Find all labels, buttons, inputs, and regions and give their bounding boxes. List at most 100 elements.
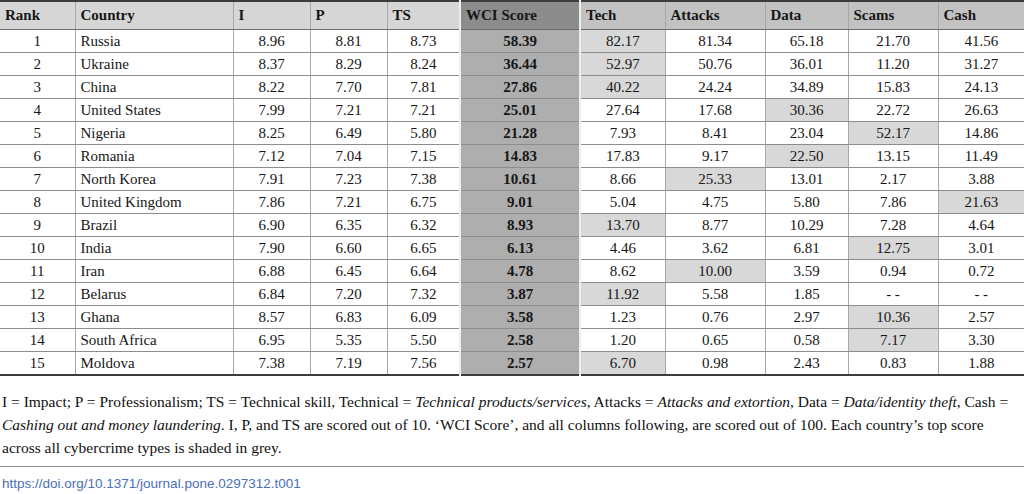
cell-attacks: 81.34 (665, 29, 765, 52)
cell-p: 6.45 (310, 259, 387, 282)
cell-p: 6.49 (310, 121, 387, 144)
column-header-p: P (310, 1, 387, 29)
cell-wci: 6.13 (460, 236, 580, 259)
cell-wci: 25.01 (460, 98, 580, 121)
cell-i: 7.12 (233, 144, 310, 167)
cell-country: Moldova (75, 351, 233, 375)
cell-country: Iran (75, 259, 233, 282)
cell-ts: 7.32 (387, 282, 460, 305)
cell-wci: 58.39 (460, 29, 580, 52)
table-row: 3China8.227.707.8127.8640.2224.2434.8915… (0, 75, 1024, 98)
cell-data: 34.89 (765, 75, 848, 98)
cell-wci: 3.87 (460, 282, 580, 305)
cell-i: 8.57 (233, 305, 310, 328)
table-row: 8United Kingdom7.867.216.759.015.044.755… (0, 190, 1024, 213)
cell-ts: 8.24 (387, 52, 460, 75)
cell-rank: 1 (0, 29, 75, 52)
header-row: RankCountryIPTSWCI ScoreTechAttacksDataS… (0, 1, 1024, 29)
cell-country: South Africa (75, 328, 233, 351)
cell-scams: 2.17 (848, 167, 938, 190)
cell-p: 7.70 (310, 75, 387, 98)
cell-tech: 4.46 (580, 236, 665, 259)
table-row: 11Iran6.886.456.644.788.6210.003.590.940… (0, 259, 1024, 282)
cell-data: 36.01 (765, 52, 848, 75)
cell-wci: 10.61 (460, 167, 580, 190)
cell-rank: 10 (0, 236, 75, 259)
cell-country: United States (75, 98, 233, 121)
cell-wci: 3.58 (460, 305, 580, 328)
cell-cash: 0.72 (938, 259, 1024, 282)
cell-ts: 6.65 (387, 236, 460, 259)
cell-tech: 5.04 (580, 190, 665, 213)
cell-scams: 11.20 (848, 52, 938, 75)
cell-data: 2.97 (765, 305, 848, 328)
cell-cash: 31.27 (938, 52, 1024, 75)
cell-cash: 3.88 (938, 167, 1024, 190)
cell-scams: 15.83 (848, 75, 938, 98)
footnote-segment: I = Impact; P = Professionalism; TS = Te… (2, 393, 415, 410)
cell-rank: 5 (0, 121, 75, 144)
cell-i: 7.86 (233, 190, 310, 213)
cell-rank: 14 (0, 328, 75, 351)
cell-attacks: 4.75 (665, 190, 765, 213)
cell-tech: 13.70 (580, 213, 665, 236)
cell-tech: 52.97 (580, 52, 665, 75)
cell-rank: 2 (0, 52, 75, 75)
table-row: 4United States7.997.217.2125.0127.6417.6… (0, 98, 1024, 121)
cell-data: 13.01 (765, 167, 848, 190)
cell-wci: 2.57 (460, 351, 580, 375)
cell-wci: 4.78 (460, 259, 580, 282)
cell-cash: 4.64 (938, 213, 1024, 236)
cell-scams: 0.83 (848, 351, 938, 375)
column-header-cash: Cash (938, 1, 1024, 29)
cell-cash: 3.30 (938, 328, 1024, 351)
table-row: 10India7.906.606.656.134.463.626.8112.75… (0, 236, 1024, 259)
cell-i: 8.37 (233, 52, 310, 75)
table-row: 14South Africa6.955.355.502.581.200.650.… (0, 328, 1024, 351)
column-header-attacks: Attacks (665, 1, 765, 29)
cell-attacks: 24.24 (665, 75, 765, 98)
cell-wci: 9.01 (460, 190, 580, 213)
column-header-tech: Tech (580, 1, 665, 29)
cell-data: 65.18 (765, 29, 848, 52)
cell-p: 6.35 (310, 213, 387, 236)
column-header-country: Country (75, 1, 233, 29)
cell-ts: 8.73 (387, 29, 460, 52)
cell-i: 6.84 (233, 282, 310, 305)
cell-rank: 9 (0, 213, 75, 236)
cell-scams: 52.17 (848, 121, 938, 144)
cell-ts: 6.32 (387, 213, 460, 236)
column-header-scams: Scams (848, 1, 938, 29)
cell-scams: 12.75 (848, 236, 938, 259)
cell-scams: 21.70 (848, 29, 938, 52)
footnote-segment: , Data = (790, 393, 844, 410)
doi-link[interactable]: https://doi.org/10.1371/journal.pone.029… (2, 476, 301, 491)
footnote: I = Impact; P = Professionalism; TS = Te… (2, 390, 1022, 459)
cell-p: 7.21 (310, 190, 387, 213)
wci-index-table: RankCountryIPTSWCI ScoreTechAttacksDataS… (0, 0, 1024, 376)
cell-scams: 7.28 (848, 213, 938, 236)
footnote-segment: , Cash = (957, 393, 1008, 410)
cell-tech: 1.23 (580, 305, 665, 328)
cell-data: 0.58 (765, 328, 848, 351)
cell-ts: 7.56 (387, 351, 460, 375)
cell-i: 7.91 (233, 167, 310, 190)
cell-rank: 12 (0, 282, 75, 305)
cell-cash: 14.86 (938, 121, 1024, 144)
cell-rank: 15 (0, 351, 75, 375)
cell-p: 6.83 (310, 305, 387, 328)
cell-data: 3.59 (765, 259, 848, 282)
cell-attacks: 10.00 (665, 259, 765, 282)
table-row: 5Nigeria8.256.495.8021.287.938.4123.0452… (0, 121, 1024, 144)
table-body: 1Russia8.968.818.7358.3982.1781.3465.182… (0, 29, 1024, 375)
cell-tech: 17.83 (580, 144, 665, 167)
table-row: 1Russia8.968.818.7358.3982.1781.3465.182… (0, 29, 1024, 52)
cell-scams: 22.72 (848, 98, 938, 121)
cell-country: India (75, 236, 233, 259)
cell-data: 23.04 (765, 121, 848, 144)
table-row: 6Romania7.127.047.1514.8317.839.1722.501… (0, 144, 1024, 167)
cell-p: 7.23 (310, 167, 387, 190)
cell-rank: 6 (0, 144, 75, 167)
cell-ts: 7.38 (387, 167, 460, 190)
cell-country: Brazil (75, 213, 233, 236)
